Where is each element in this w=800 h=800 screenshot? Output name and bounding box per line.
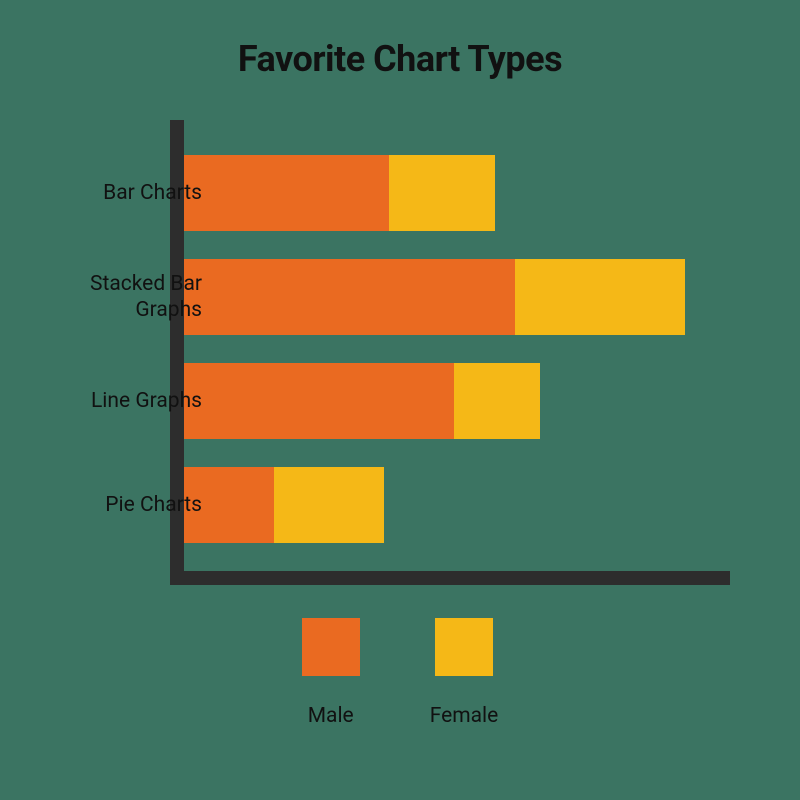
bar-segment-male [184, 259, 515, 335]
bar-row [184, 259, 685, 335]
bar-segment-female [515, 259, 685, 335]
bar-segment-male [184, 155, 389, 231]
bar-row [184, 363, 540, 439]
legend-label: Female [430, 704, 499, 728]
legend-item-male: Male [302, 618, 360, 728]
legend-swatch-male [302, 618, 360, 676]
category-label: Stacked BarGraphs [42, 271, 202, 324]
legend-item-female: Female [430, 618, 499, 728]
chart-title: Favorite Chart Types [0, 38, 800, 80]
plot-area [170, 120, 730, 585]
bar-segment-male [184, 363, 454, 439]
x-axis [170, 571, 730, 585]
category-label: Bar Charts [42, 180, 202, 206]
category-label: Pie Charts [42, 492, 202, 518]
bar-segment-female [389, 155, 494, 231]
bar-row [184, 467, 384, 543]
bars-container [184, 155, 730, 571]
category-label: Line Graphs [42, 388, 202, 414]
legend-swatch-female [435, 618, 493, 676]
bar-segment-female [454, 363, 539, 439]
bar-row [184, 155, 495, 231]
legend-label: Male [308, 704, 354, 728]
legend: Male Female [0, 618, 800, 728]
bar-segment-female [274, 467, 384, 543]
